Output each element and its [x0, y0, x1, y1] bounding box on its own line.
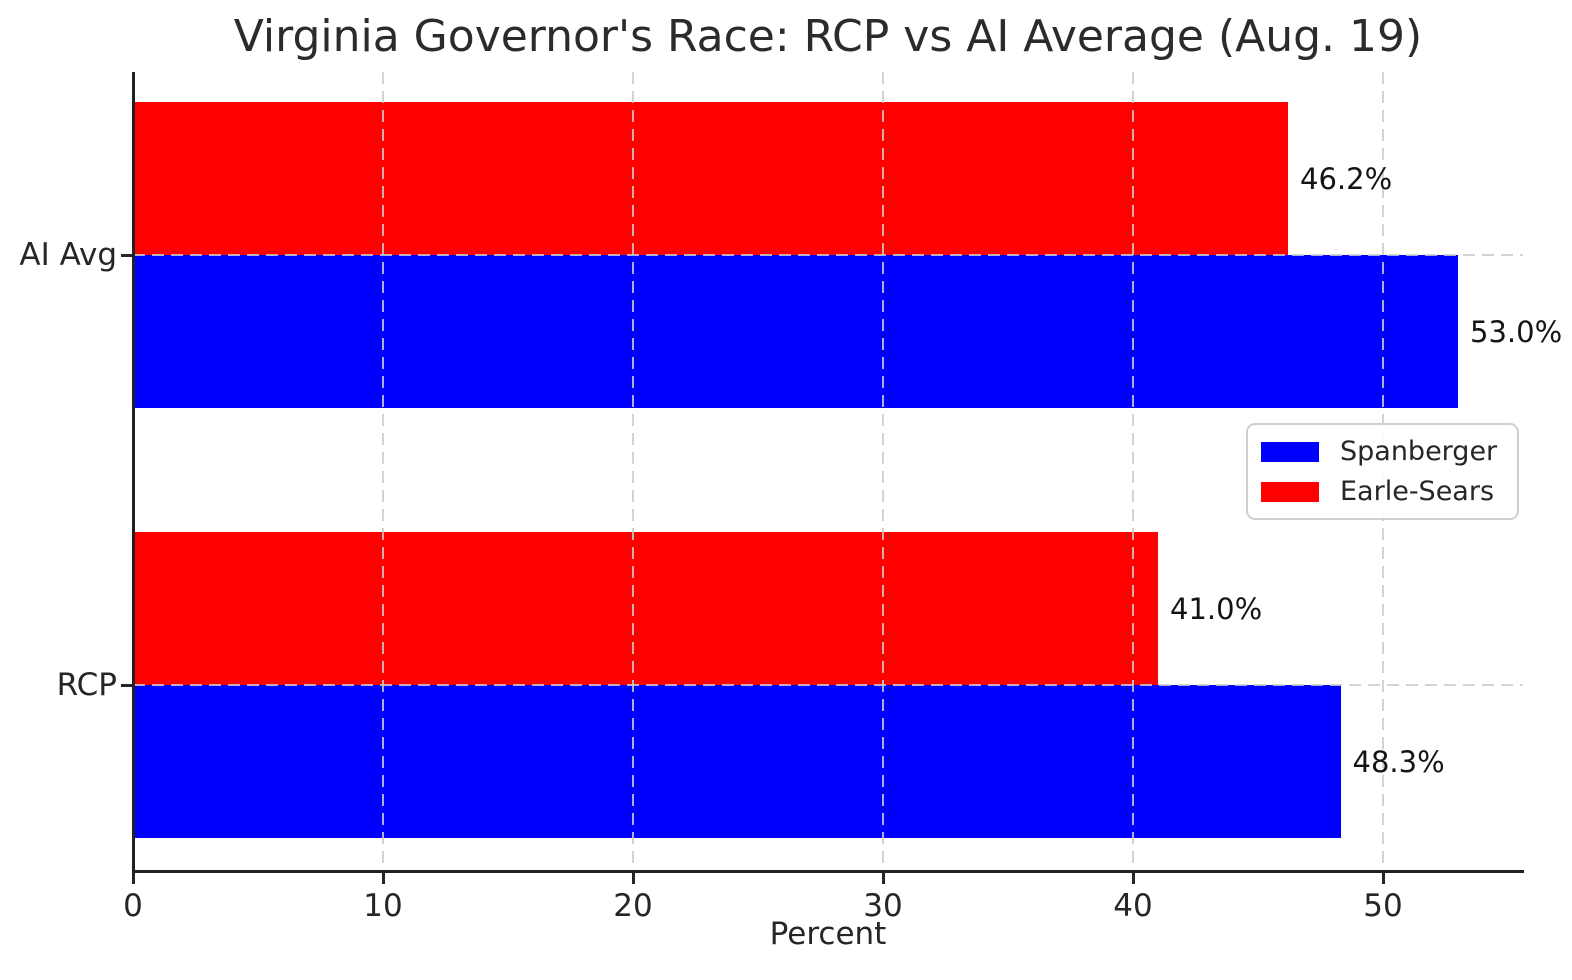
gridline-x-30	[882, 72, 884, 872]
x-tick-label-40: 40	[1113, 888, 1153, 924]
gridline-y-rcp	[133, 684, 1523, 686]
earle-sears-color-swatch	[1261, 481, 1319, 502]
x-tick-label-50: 50	[1363, 888, 1403, 924]
bar-earle-sears-ai-avg	[133, 102, 1288, 255]
legend-item-spanberger: Spanberger	[1261, 436, 1497, 467]
y-tick-label-rcp: RCP	[56, 667, 117, 703]
legend-label-spanberger: Spanberger	[1340, 436, 1498, 467]
gridline-y-ai-avg	[133, 254, 1523, 256]
y-tick-mark-ai-avg	[121, 253, 133, 257]
y-tick-mark-rcp	[121, 683, 133, 687]
legend: Spanberger Earle-Sears	[1246, 423, 1520, 520]
legend-item-earle-sears: Earle-Sears	[1261, 476, 1497, 507]
x-tick-label-10: 10	[363, 888, 403, 924]
bar-spanberger-ai-avg	[133, 255, 1458, 408]
legend-label-earle-sears: Earle-Sears	[1340, 476, 1495, 507]
x-tick-label-30: 30	[863, 888, 903, 924]
x-axis-spine	[132, 870, 1524, 873]
value-label-spanberger-ai-avg: 53.0%	[1470, 314, 1563, 349]
x-tick-mark-0	[131, 873, 135, 884]
x-tick-label-20: 20	[613, 888, 653, 924]
bar-earle-sears-rcp	[133, 532, 1158, 685]
x-tick-mark-10	[381, 873, 385, 884]
value-label-earle-sears-rcp: 41.0%	[1170, 591, 1263, 626]
x-tick-label-0: 0	[123, 888, 143, 924]
x-tick-mark-30	[881, 873, 885, 884]
gridline-x-20	[632, 72, 634, 872]
x-tick-mark-20	[631, 873, 635, 884]
y-tick-label-ai-avg: AI Avg	[19, 237, 117, 273]
x-tick-mark-50	[1381, 873, 1385, 884]
x-tick-mark-40	[1131, 873, 1135, 884]
chart-title: Virginia Governor's Race: RCP vs AI Aver…	[233, 11, 1423, 62]
value-label-earle-sears-ai-avg: 46.2%	[1300, 161, 1393, 196]
y-axis-spine	[132, 72, 135, 874]
spanberger-color-swatch	[1261, 441, 1319, 462]
bar-spanberger-rcp	[133, 685, 1341, 838]
value-label-spanberger-rcp: 48.3%	[1352, 744, 1445, 779]
gridline-x-40	[1132, 72, 1134, 872]
x-axis-label: Percent	[769, 916, 887, 952]
plot-area: 53.0% 48.3% 46.2% 41.0% 0 10 20 30 40 50 AI Avg RCP	[19, 72, 1562, 924]
gridline-x-10	[382, 72, 384, 872]
